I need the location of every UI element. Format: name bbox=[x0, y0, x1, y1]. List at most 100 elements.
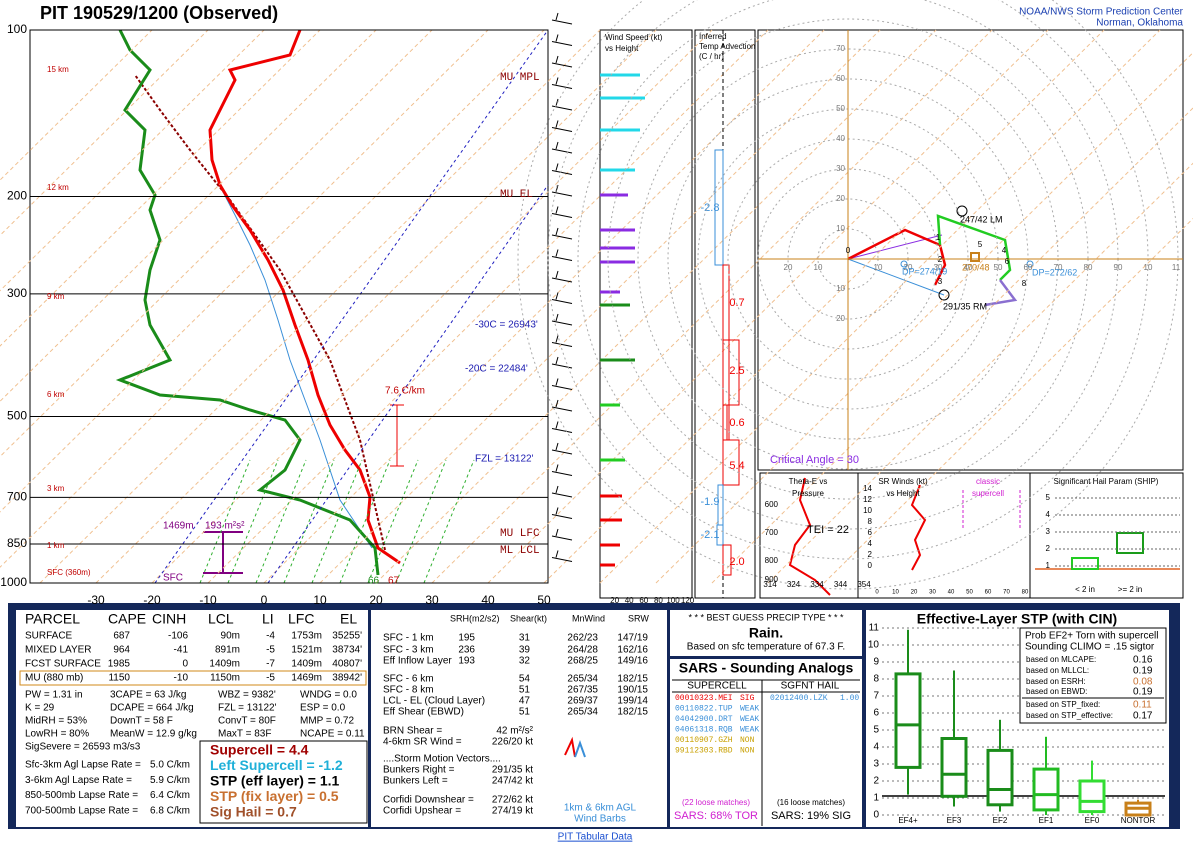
adv-value: 2.5 bbox=[729, 365, 744, 377]
ring-label: 70 bbox=[1054, 263, 1063, 272]
x-tick: 344 bbox=[834, 580, 848, 589]
misc-index: DCAPE = 664 J/kg bbox=[110, 703, 194, 714]
wind-speed-bar bbox=[600, 303, 630, 307]
barb-flag bbox=[555, 442, 559, 451]
kin-cell: 32 bbox=[519, 656, 531, 667]
stp-prob-label: based on EBWD: bbox=[1026, 687, 1087, 696]
barb-staff bbox=[551, 514, 573, 519]
barb-flag bbox=[555, 163, 559, 171]
dp-label: DP=274/19 bbox=[902, 266, 947, 276]
barb-staff bbox=[551, 62, 573, 68]
dp-label: DP=272/62 bbox=[1032, 267, 1077, 277]
kin-cell: 267/35 bbox=[567, 685, 598, 696]
parcel-cell: 1521m bbox=[291, 645, 322, 656]
misc-index: ESP = 0.0 bbox=[300, 703, 346, 714]
parcel-cell: -41 bbox=[174, 645, 189, 656]
parcel-cell: -5 bbox=[266, 673, 275, 684]
dp-down-marker bbox=[1026, 260, 1034, 268]
barb-flag bbox=[555, 378, 559, 386]
wind-speed-frame bbox=[599, 29, 693, 599]
y-tick: 8 bbox=[868, 517, 873, 526]
skewt-annotation: 1469m bbox=[163, 521, 194, 532]
barb-staff bbox=[551, 320, 573, 326]
kin-cell: 262/23 bbox=[567, 633, 598, 644]
ring-label: 40 bbox=[964, 263, 973, 272]
barb-flag bbox=[555, 421, 559, 429]
label: Inferred bbox=[699, 32, 727, 41]
sars-match: 04042900.DRT bbox=[675, 715, 733, 724]
rm-label: 291/35 RM bbox=[943, 301, 987, 311]
x-tick: 80 bbox=[1022, 590, 1029, 596]
stp-category: EF4+ bbox=[898, 816, 918, 825]
misc-index: FZL = 13122' bbox=[218, 703, 277, 714]
label: SARS - Sounding Analogs bbox=[679, 660, 854, 676]
temp-label: -10 bbox=[199, 593, 217, 607]
kin-cell: 51 bbox=[519, 685, 531, 696]
kin-header: Shear(kt) bbox=[510, 613, 547, 623]
label: (22 loose matches) bbox=[682, 798, 750, 807]
misc-index: WNDG = 0.0 bbox=[300, 690, 357, 701]
ring-label: 10 bbox=[836, 284, 845, 293]
mixing-ratio bbox=[199, 459, 251, 584]
label: SARS: 19% SIG bbox=[771, 810, 851, 822]
sr-wind-profile bbox=[910, 484, 927, 571]
ring-label: 20 bbox=[904, 263, 913, 272]
skewt-annotation: SFC bbox=[163, 573, 183, 584]
ring-label: 50 bbox=[836, 104, 845, 113]
barb-flag bbox=[555, 12, 559, 21]
parcel-cell: -4 bbox=[266, 631, 275, 642]
kin-label: Eff Inflow Layer bbox=[383, 656, 452, 667]
sfc-barb bbox=[564, 736, 576, 758]
kin-cell: 182/15 bbox=[617, 674, 648, 685]
footer-link[interactable]: PIT Tabular Data bbox=[558, 832, 633, 843]
kin-label: LCL - EL (Cloud Layer) bbox=[383, 696, 485, 707]
label: SR Winds (kt) bbox=[878, 477, 928, 486]
barb-staff bbox=[551, 105, 573, 111]
barb-flag bbox=[555, 292, 559, 300]
kin-cell: 31 bbox=[519, 633, 531, 644]
temp-label: 10 bbox=[313, 593, 327, 607]
sars-tag: SIG bbox=[740, 694, 755, 703]
parcel-cell: 38942' bbox=[332, 673, 362, 684]
barb-flag bbox=[555, 485, 559, 494]
adv-value: -2.8 bbox=[701, 202, 720, 214]
indices-box bbox=[199, 740, 368, 824]
parcel-cell: 90m bbox=[221, 631, 240, 642]
x-tick: 10 bbox=[892, 590, 899, 596]
kin-line-label: Corfidi Upshear = bbox=[383, 806, 461, 817]
temp-label: -30 bbox=[87, 593, 105, 607]
barb-flag bbox=[555, 270, 559, 279]
stp-category: EF0 bbox=[1085, 816, 1100, 825]
kin-cell: 149/16 bbox=[617, 656, 648, 667]
kin-header: SRH(m2/s2) bbox=[450, 613, 500, 623]
isotherm bbox=[39, 29, 601, 584]
stp-y-tick: 7 bbox=[873, 691, 879, 702]
hodo-6-9km bbox=[984, 279, 1018, 307]
stp-prob-label: based on ESRH: bbox=[1026, 677, 1086, 686]
barb-staff bbox=[551, 299, 573, 304]
lapse-label: 3-6km Agl Lapse Rate = bbox=[25, 775, 132, 786]
sars-match: 04061318.RQB bbox=[675, 726, 733, 735]
parcel-cell: 1409m bbox=[291, 659, 322, 670]
barb-flag bbox=[555, 227, 559, 236]
skewt-annotation: -20C = 22484' bbox=[465, 364, 528, 375]
lapse-label: Sfc-3km Agl Lapse Rate = bbox=[25, 760, 141, 771]
parcel-cell: -7 bbox=[266, 659, 275, 670]
barb-staff bbox=[551, 428, 573, 433]
stp-category: EF1 bbox=[1039, 816, 1054, 825]
adv-value: 5.4 bbox=[729, 460, 744, 472]
wind-speed-bar bbox=[600, 193, 628, 197]
x-tick: 60 bbox=[985, 590, 992, 596]
severe-index: Supercell = 4.4 bbox=[210, 742, 309, 758]
pressure-label: 700 bbox=[7, 490, 27, 504]
height-label: 15 km bbox=[47, 65, 69, 74]
mixing-ratio bbox=[423, 459, 475, 584]
y-tick: 2 bbox=[868, 550, 873, 559]
temp-label: 20 bbox=[369, 593, 383, 607]
mean-wind-marker bbox=[970, 252, 980, 262]
stp-prob-label: based on STP_effective: bbox=[1026, 711, 1113, 720]
parcel-cell: 1469m bbox=[291, 673, 322, 684]
stp-category: EF3 bbox=[947, 816, 962, 825]
parcel-header: CAPE bbox=[108, 611, 146, 627]
